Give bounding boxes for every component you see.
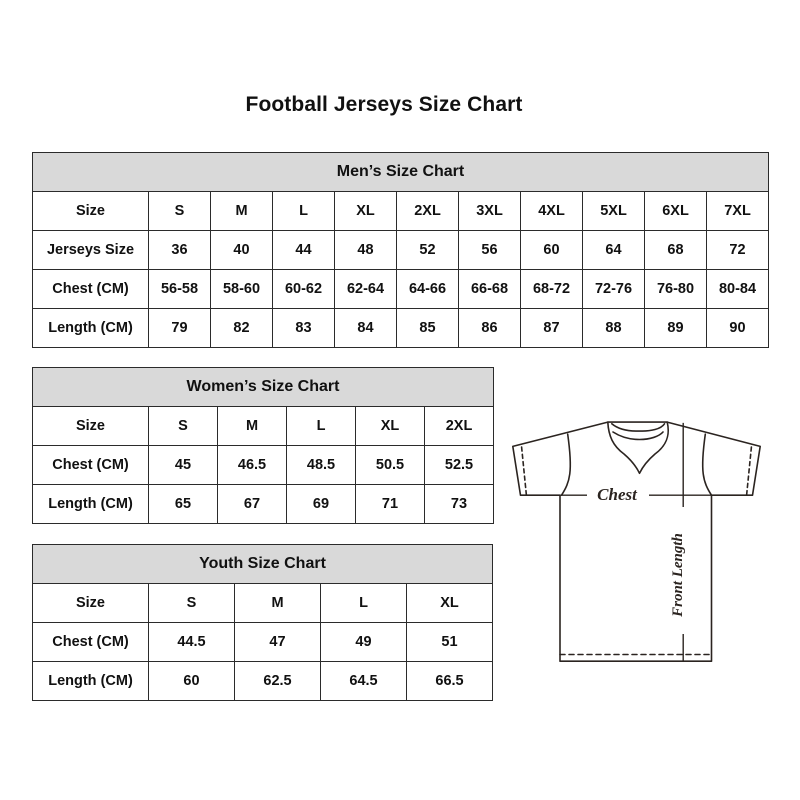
svg-text:Front Length: Front Length bbox=[670, 533, 686, 618]
svg-text:Chest: Chest bbox=[597, 485, 638, 504]
